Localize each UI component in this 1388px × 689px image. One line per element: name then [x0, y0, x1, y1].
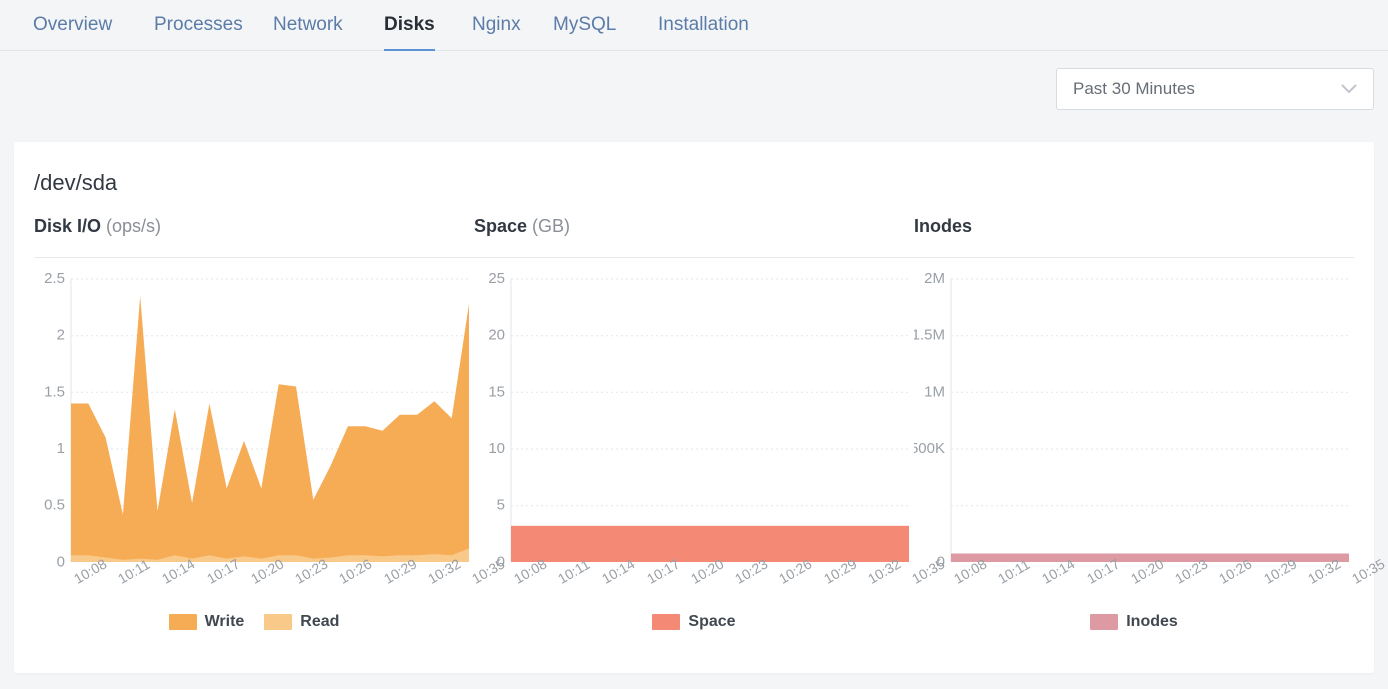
svg-text:2.5: 2.5	[44, 270, 65, 287]
svg-text:1.5: 1.5	[44, 383, 65, 400]
svg-text:20: 20	[488, 327, 505, 344]
svg-text:500K: 500K	[914, 440, 945, 457]
svg-text:2M: 2M	[924, 270, 945, 287]
svg-text:0.5: 0.5	[44, 497, 65, 514]
svg-text:25: 25	[488, 270, 505, 287]
svg-text:2: 2	[57, 327, 65, 344]
svg-text:10: 10	[488, 440, 505, 457]
svg-text:1M: 1M	[924, 383, 945, 400]
svg-text:5: 5	[497, 497, 505, 514]
svg-text:1.5M: 1.5M	[914, 327, 945, 344]
svg-text:15: 15	[488, 383, 505, 400]
svg-text:1: 1	[57, 440, 65, 457]
svg-text:0: 0	[57, 553, 65, 568]
